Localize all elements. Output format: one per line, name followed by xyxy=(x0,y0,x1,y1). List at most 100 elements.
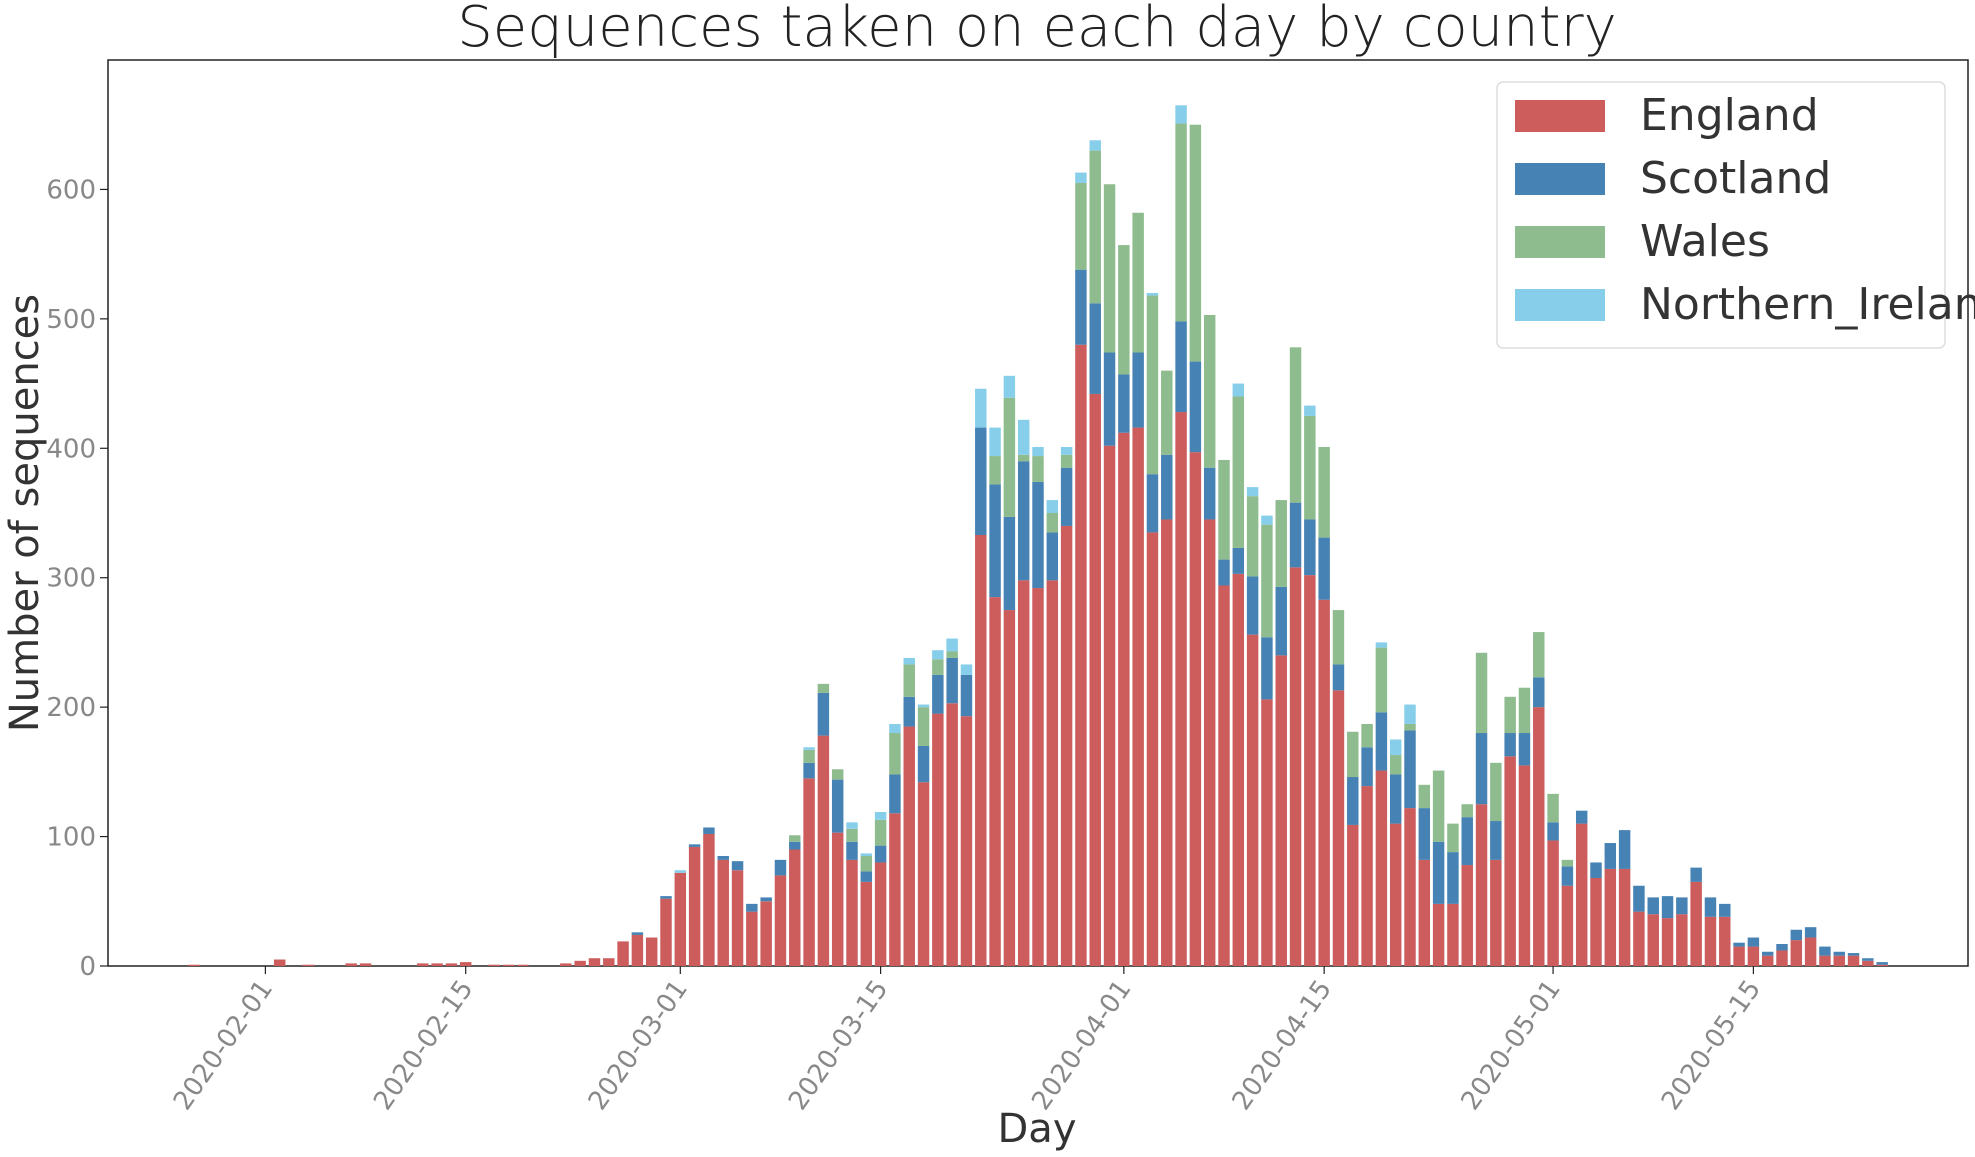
bar-segment-england xyxy=(960,716,973,966)
bar-segment-wales xyxy=(946,651,958,658)
bar-segment-wales xyxy=(1389,755,1402,775)
bar-segment-scotland xyxy=(1833,951,1845,956)
bar-segment-england xyxy=(1704,916,1717,966)
bar-segment-scotland xyxy=(960,674,973,717)
bar-segment-northern_ireland xyxy=(1246,487,1259,497)
x-tick-label: 2020-05-01 xyxy=(1456,975,1567,1116)
bar-segment-northern_ireland xyxy=(989,427,1001,457)
bar-segment-wales xyxy=(1132,212,1144,353)
bar-segment-scotland xyxy=(1733,942,1745,947)
bar-segment-england xyxy=(1003,610,1016,966)
bar-segment-scotland xyxy=(1103,352,1116,446)
x-tick-label: 2020-02-15 xyxy=(368,975,479,1116)
bar-segment-wales xyxy=(817,683,830,693)
bar-segment-england xyxy=(1547,840,1559,966)
bar-segment-northern_ireland xyxy=(1032,446,1044,457)
bar-segment-scotland xyxy=(1618,830,1631,869)
bar-segment-scotland xyxy=(746,903,758,912)
x-axis-label: Day xyxy=(998,1106,1077,1152)
bar-segment-england xyxy=(302,964,315,966)
bar-segment-england xyxy=(1833,955,1845,966)
bar-segment-england xyxy=(989,597,1001,966)
bar-segment-england xyxy=(917,782,930,966)
bar-segment-scotland xyxy=(1089,303,1101,394)
bar-segment-scotland xyxy=(1432,841,1445,904)
bar-segment-england xyxy=(517,964,529,966)
bar-segment-england xyxy=(1304,575,1316,966)
bar-segment-wales xyxy=(874,819,887,846)
bar-segment-northern_ireland xyxy=(1175,105,1187,124)
bar-segment-scotland xyxy=(903,696,915,727)
legend-frame xyxy=(1496,81,1946,349)
bar-segment-wales xyxy=(1361,723,1373,748)
bar-segment-northern_ireland xyxy=(674,870,687,873)
bar-segment-england xyxy=(874,862,887,966)
bar-segment-wales xyxy=(1475,652,1488,734)
bar-segment-scotland xyxy=(817,692,830,736)
bar-segment-wales xyxy=(932,659,944,675)
bar-segment-scotland xyxy=(703,827,715,834)
bar-segment-england xyxy=(1389,823,1402,966)
bar-segment-scotland xyxy=(1404,730,1416,809)
bar-segment-scotland xyxy=(1146,474,1159,533)
legend-swatch-wales xyxy=(1515,226,1605,258)
bar-segment-wales xyxy=(1518,687,1531,734)
bar-segment-scotland xyxy=(774,859,787,876)
bar-segment-england xyxy=(1561,885,1574,966)
bar-segment-scotland xyxy=(1347,777,1359,825)
bar-segment-wales xyxy=(1561,859,1574,867)
bar-segment-england xyxy=(760,901,772,966)
bar-segment-scotland xyxy=(1289,502,1302,568)
bar-segment-scotland xyxy=(1719,903,1731,917)
bar-segment-england xyxy=(1318,599,1330,966)
bar-segment-northern_ireland xyxy=(846,822,858,829)
legend-label-scotland: Scotland xyxy=(1640,153,1831,204)
bar-segment-england xyxy=(1203,519,1216,966)
bar-segment-scotland xyxy=(1461,817,1473,866)
bar-segment-england xyxy=(1633,911,1645,966)
bar-segment-scotland xyxy=(1361,747,1373,787)
bar-segment-scotland xyxy=(1189,361,1202,453)
bar-segment-england xyxy=(717,859,729,966)
bar-segment-england xyxy=(1533,707,1545,966)
bar-segment-england xyxy=(731,870,744,966)
bar-segment-wales xyxy=(803,749,815,763)
legend-swatch-northern_ireland xyxy=(1515,289,1605,321)
bar-segment-england xyxy=(359,963,372,966)
bar-segment-scotland xyxy=(1561,866,1574,886)
legend-label-england: England xyxy=(1640,90,1819,141)
x-tick-label: 2020-03-15 xyxy=(783,975,894,1116)
bar-segment-scotland xyxy=(1275,586,1287,656)
bar-segment-england xyxy=(1719,916,1731,966)
bar-segment-scotland xyxy=(1661,896,1674,919)
bar-segment-england xyxy=(746,911,758,966)
bar-segment-scotland xyxy=(803,762,815,779)
bar-segment-northern_ireland xyxy=(975,388,987,428)
bar-segment-scotland xyxy=(1161,454,1173,520)
bar-segment-england xyxy=(1146,532,1159,966)
bar-segment-wales xyxy=(1318,446,1330,538)
bar-segment-england xyxy=(803,778,815,966)
bar-segment-scotland xyxy=(1132,352,1144,428)
bar-segment-england xyxy=(1461,865,1473,966)
bar-segment-england xyxy=(660,898,672,966)
bar-segment-england xyxy=(1504,756,1516,966)
bar-segment-england xyxy=(703,833,715,966)
bar-segment-england xyxy=(688,846,701,966)
bar-segment-england xyxy=(1189,452,1202,966)
bar-segment-england xyxy=(1161,519,1173,966)
bar-segment-england xyxy=(1218,585,1230,966)
bar-segment-england xyxy=(674,872,687,966)
bar-segment-england xyxy=(273,959,286,966)
bar-segment-wales xyxy=(1375,647,1388,713)
bar-segment-scotland xyxy=(1790,929,1803,941)
y-tick-label: 600 xyxy=(46,175,96,205)
bar-segment-scotland xyxy=(717,855,729,860)
y-axis-ticks: 0 100 200 300 400 500 600 xyxy=(46,175,108,982)
bar-segment-england xyxy=(1862,960,1874,966)
bar-segment-scotland xyxy=(1504,733,1516,757)
bar-segment-scotland xyxy=(1046,532,1059,581)
bar-segment-england xyxy=(1404,808,1416,966)
bar-segment-england xyxy=(502,964,515,966)
bar-segment-scotland xyxy=(1375,712,1388,771)
